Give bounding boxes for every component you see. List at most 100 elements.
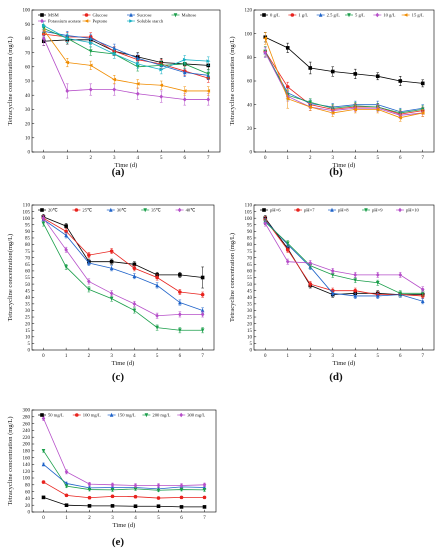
data-point bbox=[41, 215, 46, 221]
data-point bbox=[353, 278, 358, 283]
series-line bbox=[43, 30, 209, 76]
series-line bbox=[264, 219, 423, 297]
data-point bbox=[206, 89, 211, 93]
data-point bbox=[87, 504, 92, 508]
legend-marker bbox=[398, 207, 402, 213]
data-series bbox=[263, 220, 425, 293]
data-point bbox=[41, 416, 46, 421]
series-line bbox=[43, 33, 209, 79]
data-point bbox=[110, 482, 115, 488]
series-line bbox=[43, 223, 203, 331]
data-point bbox=[200, 308, 205, 313]
y-tick-label: 95 bbox=[247, 223, 253, 228]
data-point bbox=[41, 480, 46, 484]
legend-marker bbox=[375, 12, 380, 18]
y-tick-label: 140 bbox=[23, 463, 31, 468]
data-point bbox=[179, 487, 184, 492]
x-tick-label: 5 bbox=[156, 354, 159, 359]
x-tick-label: 5 bbox=[157, 516, 160, 521]
y-tick-label: 60 bbox=[247, 80, 253, 85]
data-series bbox=[263, 215, 425, 298]
x-tick-label: 7 bbox=[203, 516, 206, 521]
x-tick-label: 7 bbox=[422, 354, 425, 359]
y-tick-label: 180 bbox=[23, 450, 31, 455]
series-line bbox=[43, 219, 203, 311]
data-point bbox=[112, 87, 117, 92]
legend-label: Peptone bbox=[93, 19, 108, 24]
x-tick-label: 3 bbox=[110, 354, 113, 359]
data-point bbox=[112, 46, 117, 51]
legend-label: 20℃ bbox=[48, 208, 59, 213]
y-tick-label: 100 bbox=[245, 32, 253, 37]
data-point bbox=[41, 462, 46, 467]
series-line bbox=[43, 38, 209, 100]
legend-marker bbox=[143, 208, 147, 213]
legend-label: Glucose bbox=[93, 13, 108, 18]
y-tick-label: 280 bbox=[23, 416, 31, 421]
legend-marker bbox=[347, 13, 351, 18]
data-point bbox=[353, 288, 358, 293]
data-point bbox=[132, 266, 137, 271]
data-point bbox=[202, 482, 207, 488]
y-tick-label: 55 bbox=[25, 276, 31, 281]
y-tick-label: 25 bbox=[25, 316, 31, 321]
data-point bbox=[420, 81, 425, 86]
data-series bbox=[41, 449, 207, 493]
data-series bbox=[263, 217, 425, 305]
y-tick-label: 85 bbox=[247, 237, 253, 242]
y-tick-label: 60 bbox=[247, 270, 253, 275]
x-tick-label: 2 bbox=[90, 156, 93, 161]
x-tick-label: 6 bbox=[399, 354, 402, 359]
y-tick-label: 40 bbox=[25, 94, 31, 99]
x-tick-label: 3 bbox=[113, 156, 116, 161]
data-point bbox=[109, 291, 114, 296]
data-point bbox=[178, 328, 182, 333]
data-point bbox=[41, 449, 46, 453]
data-point bbox=[110, 504, 115, 508]
x-tick-label: 1 bbox=[287, 156, 290, 161]
x-tick-label: 5 bbox=[377, 354, 380, 359]
plot-frame bbox=[31, 9, 221, 153]
y-tick-label: 240 bbox=[23, 429, 31, 434]
data-series bbox=[41, 480, 207, 500]
y-tick-label: 40 bbox=[25, 296, 31, 301]
y-tick-label: 100 bbox=[23, 217, 31, 222]
series-line bbox=[43, 497, 205, 508]
y-tick-label: 110 bbox=[23, 204, 31, 209]
data-point bbox=[398, 272, 403, 278]
data-series bbox=[41, 215, 205, 319]
series-line bbox=[43, 216, 203, 278]
data-point bbox=[200, 292, 205, 297]
data-point bbox=[179, 505, 184, 509]
data-point bbox=[88, 87, 93, 92]
y-tick-label: 0 bbox=[250, 349, 253, 354]
data-point bbox=[155, 313, 159, 319]
data-point bbox=[64, 229, 68, 234]
data-point bbox=[308, 260, 313, 266]
series-line bbox=[265, 36, 423, 84]
data-point bbox=[308, 282, 313, 286]
y-axis-title: Tetracycline concentration (mg/L) bbox=[229, 36, 236, 125]
data-point bbox=[353, 293, 358, 298]
legend-marker bbox=[40, 413, 44, 417]
legend-label: pH=6 bbox=[270, 208, 281, 213]
data-point bbox=[135, 62, 140, 66]
y-tick-label: 65 bbox=[247, 263, 253, 268]
data-point bbox=[353, 72, 358, 76]
y-tick-label: 90 bbox=[247, 230, 253, 235]
series-line bbox=[264, 51, 423, 115]
legend-label: pH=8 bbox=[338, 208, 349, 213]
data-series bbox=[41, 215, 205, 298]
y-tick-label: 110 bbox=[245, 204, 253, 209]
data-point bbox=[64, 503, 69, 507]
x-tick-label: 3 bbox=[332, 354, 335, 359]
data-point bbox=[132, 262, 137, 267]
data-point bbox=[330, 291, 335, 296]
data-point bbox=[132, 273, 137, 278]
y-tick-label: 90 bbox=[25, 23, 31, 28]
y-tick-label: 60 bbox=[25, 270, 31, 275]
x-tick-label: 7 bbox=[207, 156, 210, 161]
data-point bbox=[156, 488, 161, 493]
data-series bbox=[263, 219, 425, 297]
y-axis-title: Tetracycline concentration (mg/L) bbox=[229, 233, 236, 322]
